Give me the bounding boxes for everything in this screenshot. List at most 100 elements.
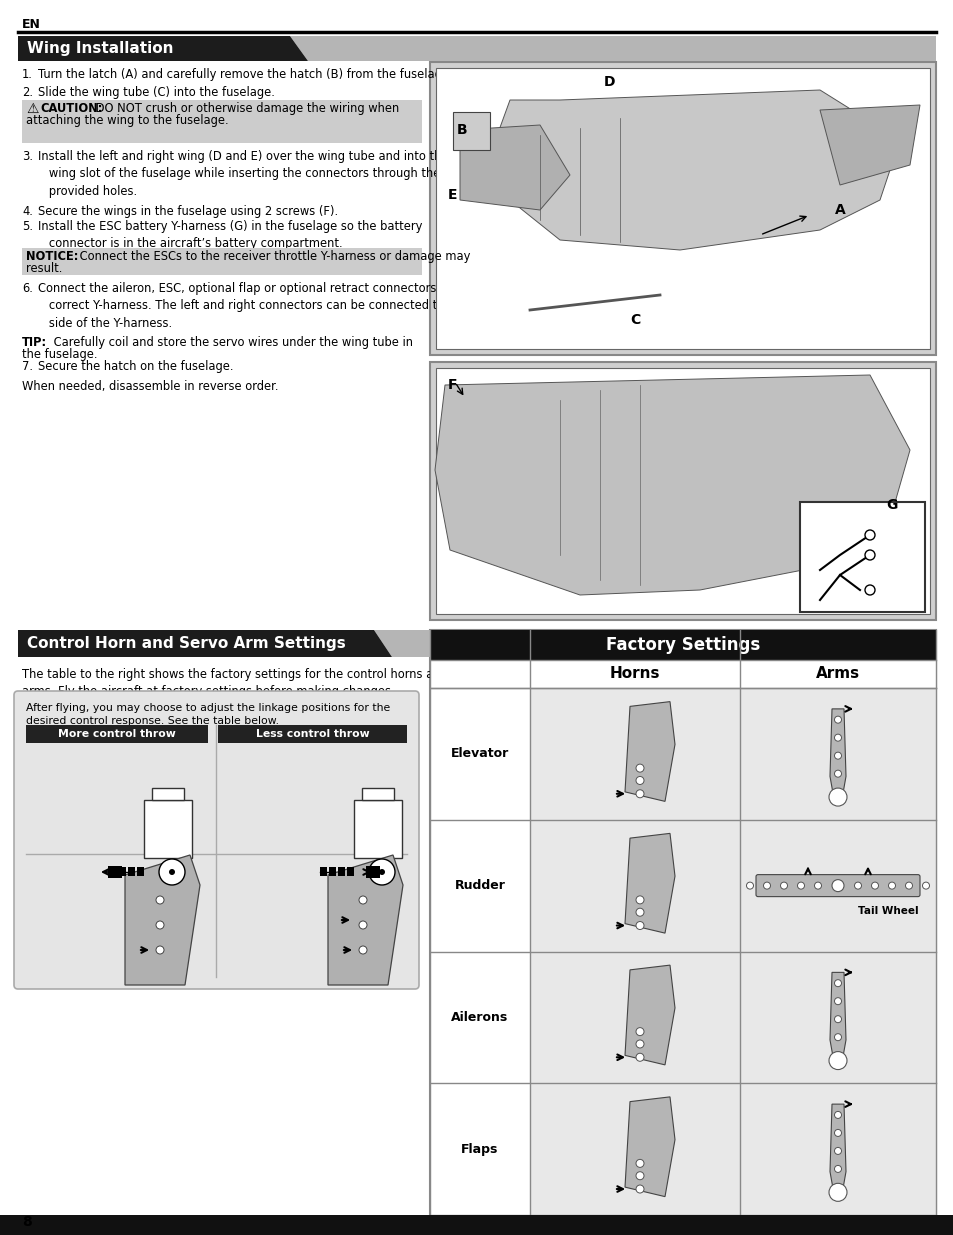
Text: Arms: Arms (815, 667, 860, 682)
Polygon shape (624, 834, 675, 934)
Circle shape (636, 1040, 643, 1049)
Circle shape (834, 1147, 841, 1155)
Polygon shape (624, 701, 675, 802)
FancyBboxPatch shape (354, 800, 401, 858)
Circle shape (904, 882, 911, 889)
Text: D: D (603, 75, 615, 89)
Bar (319, 867, 327, 876)
Polygon shape (459, 125, 569, 210)
Polygon shape (453, 112, 490, 149)
Text: Ailerons: Ailerons (451, 1011, 508, 1024)
FancyBboxPatch shape (218, 725, 407, 743)
Text: When needed, disassemble in reverse order.: When needed, disassemble in reverse orde… (22, 380, 278, 393)
Text: Secure the hatch on the fuselage.: Secure the hatch on the fuselage. (38, 359, 233, 373)
Bar (329, 867, 335, 876)
Polygon shape (490, 90, 899, 249)
Polygon shape (18, 36, 308, 61)
FancyBboxPatch shape (14, 692, 418, 989)
Text: Factory Settings: Factory Settings (605, 636, 760, 655)
FancyBboxPatch shape (430, 630, 935, 1215)
Circle shape (762, 882, 770, 889)
Text: Control Horn and Servo Arm Settings: Control Horn and Servo Arm Settings (27, 636, 345, 651)
FancyBboxPatch shape (430, 659, 935, 688)
Text: Less control throw: Less control throw (255, 729, 369, 739)
FancyBboxPatch shape (152, 788, 184, 800)
Circle shape (156, 897, 164, 904)
Polygon shape (624, 1097, 675, 1197)
FancyBboxPatch shape (430, 62, 935, 354)
Circle shape (834, 734, 841, 741)
Text: Slide the wing tube (C) into the fuselage.: Slide the wing tube (C) into the fuselag… (38, 86, 274, 99)
Text: the fuselage.: the fuselage. (22, 348, 97, 361)
Text: Flaps: Flaps (461, 1142, 498, 1156)
Text: DO NOT crush or otherwise damage the wiring when: DO NOT crush or otherwise damage the wir… (91, 103, 399, 115)
FancyBboxPatch shape (740, 1083, 935, 1215)
Text: C: C (629, 312, 639, 327)
Text: 5.: 5. (22, 220, 33, 233)
Polygon shape (829, 709, 845, 799)
Text: After flying, you may choose to adjust the linkage positions for the
desired con: After flying, you may choose to adjust t… (26, 703, 390, 726)
FancyBboxPatch shape (22, 248, 421, 275)
Text: Elevator: Elevator (451, 747, 509, 761)
Circle shape (814, 882, 821, 889)
Bar (110, 867, 117, 876)
Text: 6.: 6. (22, 282, 32, 295)
Circle shape (636, 1186, 643, 1193)
FancyBboxPatch shape (430, 362, 935, 620)
Text: F: F (448, 378, 457, 391)
Circle shape (834, 998, 841, 1005)
Circle shape (834, 752, 841, 760)
Circle shape (864, 550, 874, 559)
Circle shape (864, 585, 874, 595)
FancyBboxPatch shape (144, 800, 192, 858)
Text: Connect the aileron, ESC, optional flap or optional retract connectors to the
  : Connect the aileron, ESC, optional flap … (38, 282, 481, 330)
FancyBboxPatch shape (436, 368, 929, 614)
Circle shape (834, 1015, 841, 1023)
Circle shape (358, 946, 367, 953)
Polygon shape (328, 855, 402, 986)
Text: Tail Wheel: Tail Wheel (857, 905, 918, 915)
Text: result.: result. (26, 262, 62, 275)
FancyBboxPatch shape (740, 951, 935, 1083)
Circle shape (636, 1053, 643, 1061)
Text: 4.: 4. (22, 205, 32, 219)
Polygon shape (829, 1104, 845, 1194)
Circle shape (828, 1051, 846, 1070)
Polygon shape (18, 630, 392, 657)
Circle shape (156, 946, 164, 953)
FancyBboxPatch shape (530, 688, 740, 820)
Circle shape (156, 921, 164, 929)
Polygon shape (624, 965, 675, 1065)
Text: Rudder: Rudder (454, 879, 505, 892)
Circle shape (636, 1160, 643, 1167)
Polygon shape (829, 972, 845, 1062)
Circle shape (834, 716, 841, 724)
Circle shape (159, 860, 185, 885)
FancyBboxPatch shape (26, 725, 209, 743)
FancyBboxPatch shape (22, 100, 421, 143)
Text: 8: 8 (22, 1215, 31, 1229)
Circle shape (834, 979, 841, 987)
Bar (337, 867, 345, 876)
Text: NOTICE:: NOTICE: (26, 249, 78, 263)
Circle shape (636, 1028, 643, 1036)
Circle shape (780, 882, 786, 889)
Text: G: G (885, 498, 897, 513)
FancyBboxPatch shape (430, 630, 935, 659)
Bar (119, 867, 126, 876)
Circle shape (834, 1166, 841, 1172)
Bar (108, 866, 122, 878)
Circle shape (834, 1034, 841, 1041)
Circle shape (831, 879, 843, 892)
Text: E: E (448, 188, 457, 203)
Bar (128, 867, 135, 876)
FancyBboxPatch shape (755, 874, 919, 897)
Circle shape (828, 1183, 846, 1202)
Text: 2.: 2. (22, 86, 33, 99)
Polygon shape (435, 375, 909, 595)
FancyBboxPatch shape (430, 820, 530, 951)
Polygon shape (290, 36, 935, 61)
Circle shape (922, 882, 928, 889)
Circle shape (797, 882, 803, 889)
FancyBboxPatch shape (530, 1083, 740, 1215)
